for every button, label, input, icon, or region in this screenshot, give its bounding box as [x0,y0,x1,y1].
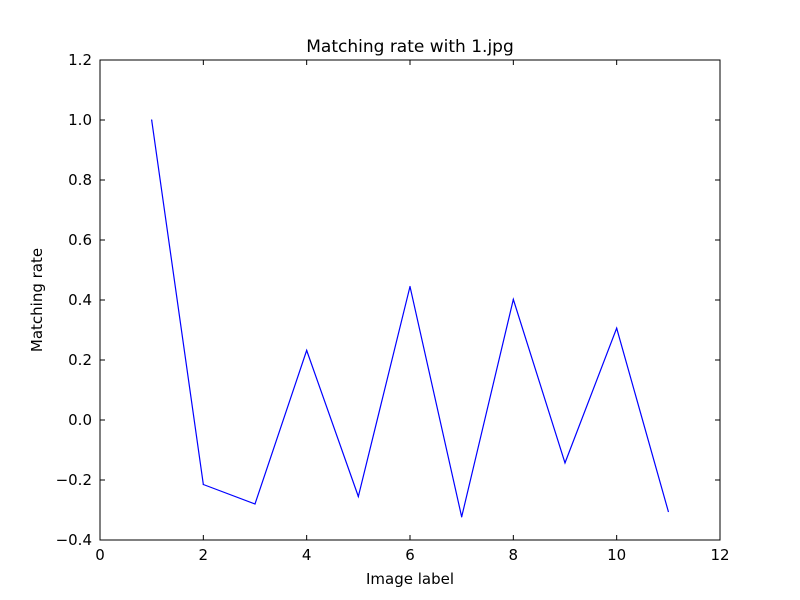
x-tick-label: 12 [710,546,729,564]
x-tick-label: 2 [199,546,209,564]
chart-title: Matching rate with 1.jpg [306,37,514,57]
series-layer [151,119,669,518]
y-tick-label: −0.2 [56,471,92,489]
x-tick-label: 4 [302,546,312,564]
y-tick-label: 1.2 [68,51,92,69]
data-point [151,119,153,121]
plot-area [99,59,721,541]
data-point [202,483,204,486]
x-tick-label: 0 [95,546,105,564]
y-tick-label: 1.0 [68,111,92,129]
x-tick-label: 6 [405,546,415,564]
y-tick-label: 0.8 [68,171,92,189]
data-point [461,516,463,518]
data-point [306,349,308,351]
data-point [254,503,256,505]
y-tick-label: −0.4 [56,531,92,549]
data-point [564,462,566,464]
data-point [616,327,618,329]
data-point [409,285,411,288]
data-point [357,495,359,498]
x-tick-label: 10 [607,546,626,564]
y-tick-label: 0.2 [68,351,92,369]
x-tick-label: 8 [509,546,519,564]
data-point [512,298,514,300]
plot-background [100,60,720,540]
plot-frame [99,59,721,541]
y-tick-label: 0.4 [68,291,92,309]
data-point [667,510,669,513]
y-tick-label: 0.0 [68,411,92,429]
y-axis-label: Matching rate [28,248,46,352]
tick-labels-layer: 0 2 4 6 8 10 12 −0.4 −0.2 0.0 0.2 0.4 0.6 0.8 1.0 1.2 [56,51,730,564]
x-axis-label: Image label [366,570,454,588]
y-tick-label: 0.6 [68,231,92,249]
